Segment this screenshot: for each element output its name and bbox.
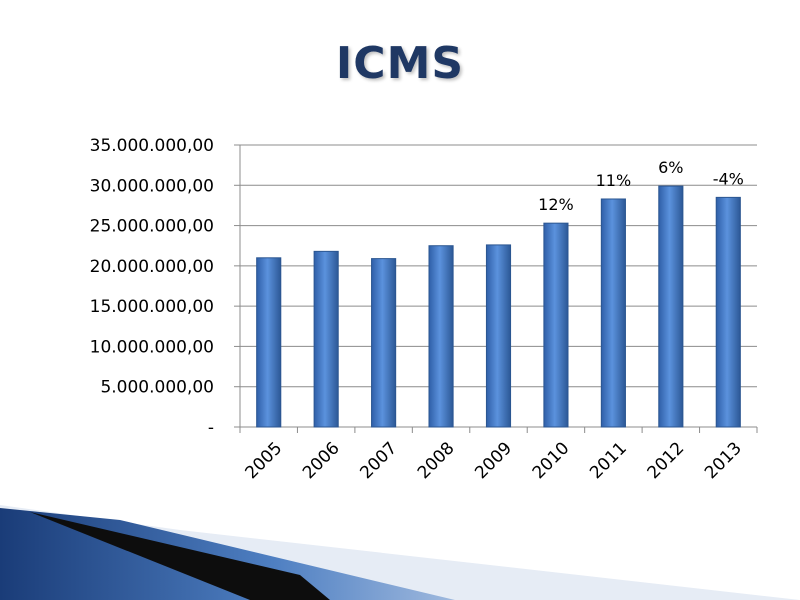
y-tick-label: - xyxy=(208,418,214,438)
y-tick-label: 30.000.000,00 xyxy=(90,176,214,196)
x-tick-label-2008: 2008 xyxy=(414,438,459,483)
x-tick-label-2011: 2011 xyxy=(586,438,631,483)
y-axis-ticks: - 5.000.000,00 10.000.000,00 15.000.000,00 2… xyxy=(90,136,214,438)
x-tick-label-2013: 2013 xyxy=(701,438,746,483)
bar-2011 xyxy=(600,198,626,428)
bar-2013 xyxy=(715,196,741,428)
y-tick-label: 20.000.000,00 xyxy=(90,257,214,277)
y-tick-label: 5.000.000,00 xyxy=(100,378,214,398)
bar-2009 xyxy=(485,244,512,428)
bar-2012 xyxy=(658,185,684,428)
data-label-2011: 11% xyxy=(596,171,632,190)
bar-2010 xyxy=(543,222,569,428)
y-tick-label: 25.000.000,00 xyxy=(90,217,214,237)
decorative-swoosh xyxy=(0,505,800,600)
x-tick-label-2007: 2007 xyxy=(356,438,401,483)
data-labels: 12% 11% 6% -4% xyxy=(538,158,744,214)
x-tick-label-2010: 2010 xyxy=(529,438,574,483)
x-tick-label-2009: 2009 xyxy=(471,438,516,483)
y-tick-label: 10.000.000,00 xyxy=(90,337,214,357)
x-axis-ticks: 2005 2006 2007 2008 2009 2010 2011 2012 2013 xyxy=(242,438,746,483)
x-tick-label-2006: 2006 xyxy=(299,438,344,483)
data-label-2010: 12% xyxy=(538,195,574,214)
data-label-2012: 6% xyxy=(658,158,683,177)
slide-title: ICMS xyxy=(335,38,465,89)
bar-2007 xyxy=(371,258,397,428)
x-tick-label-2012: 2012 xyxy=(644,438,689,483)
data-label-2013: -4% xyxy=(713,169,744,188)
bar-2008 xyxy=(428,245,454,428)
bars xyxy=(256,185,741,428)
x-tick-label-2005: 2005 xyxy=(242,438,287,483)
bar-2006 xyxy=(313,250,339,428)
bar-2005 xyxy=(256,257,282,428)
y-tick-label: 35.000.000,00 xyxy=(90,136,214,156)
y-tick-label: 15.000.000,00 xyxy=(90,297,214,317)
